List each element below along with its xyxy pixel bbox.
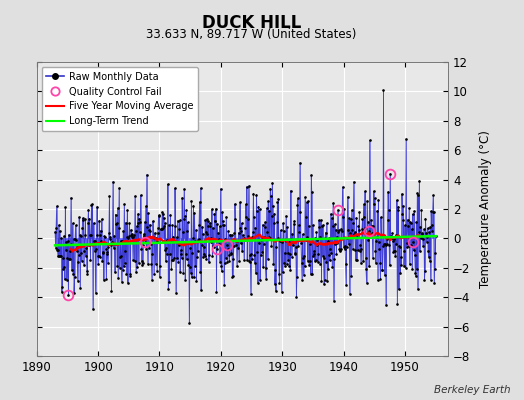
Text: Berkeley Earth: Berkeley Earth (434, 385, 511, 395)
Y-axis label: Temperature Anomaly (°C): Temperature Anomaly (°C) (478, 130, 492, 288)
Text: 33.633 N, 89.717 W (United States): 33.633 N, 89.717 W (United States) (146, 28, 357, 41)
Legend: Raw Monthly Data, Quality Control Fail, Five Year Moving Average, Long-Term Tren: Raw Monthly Data, Quality Control Fail, … (41, 67, 198, 131)
Text: DUCK HILL: DUCK HILL (202, 14, 301, 32)
